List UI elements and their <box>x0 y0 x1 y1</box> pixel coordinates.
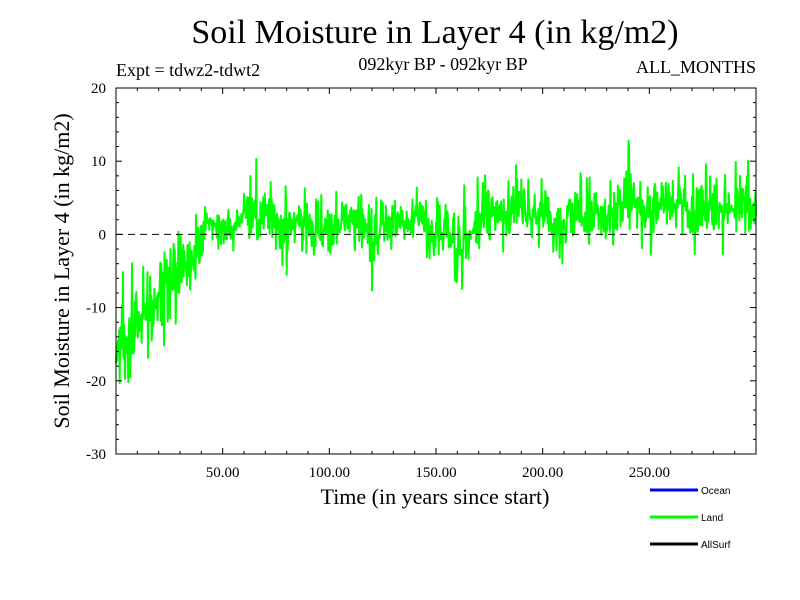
series-line-land <box>115 139 757 385</box>
legend-label-land: Land <box>701 513 723 524</box>
x-tick-label: 200.00 <box>522 465 563 481</box>
x-axis-label: Time (in years since start) <box>320 484 550 509</box>
chart-title: Soil Moisture in Layer 4 (in kg/m2) <box>191 14 679 51</box>
y-tick-label: -30 <box>86 447 106 463</box>
y-tick-label: -10 <box>86 301 106 317</box>
period-label: ALL_MONTHS <box>636 57 756 77</box>
y-tick-label: 20 <box>91 81 106 97</box>
y-tick-label: 0 <box>99 227 107 243</box>
plot-frame <box>115 87 757 455</box>
legend-label-ocean: Ocean <box>701 486 730 497</box>
x-tick-label: 100.00 <box>309 465 350 481</box>
y-tick-label: 10 <box>91 154 106 170</box>
y-tick-label: -20 <box>86 374 106 390</box>
x-tick-label: 250.00 <box>629 465 670 481</box>
x-tick-label: 50.00 <box>206 465 240 481</box>
experiment-label: Expt = tdwz2-tdwt2 <box>116 60 261 80</box>
x-tick-label: 150.00 <box>415 465 456 481</box>
legend-label-allsurf: AllSurf <box>701 540 731 551</box>
chart-subtitle: 092kyr BP - 092kyr BP <box>358 54 528 74</box>
